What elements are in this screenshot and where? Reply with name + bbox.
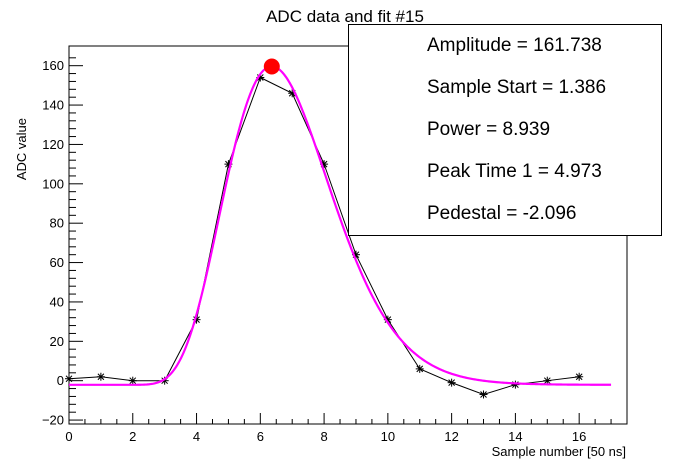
data-point <box>415 364 424 373</box>
stat-peak-time: Peak Time 1 = 4.973 <box>427 161 602 182</box>
stat-pedestal: Pedestal = -2.096 <box>427 203 577 224</box>
stat-sample-start: Sample Start = 1.386 <box>427 77 607 98</box>
data-point <box>479 390 488 399</box>
x-tick-label: 14 <box>508 429 522 444</box>
peak-marker <box>263 58 280 75</box>
data-point <box>575 372 584 381</box>
fit-curve <box>69 65 612 386</box>
x-tick-label: 8 <box>320 429 327 444</box>
y-tick-label: 80 <box>50 216 64 231</box>
x-tick-label: 10 <box>381 429 395 444</box>
data-point-arm <box>97 373 105 381</box>
y-tick-label: 0 <box>57 373 64 388</box>
data-point <box>96 372 105 381</box>
y-tick-label: 160 <box>42 58 64 73</box>
data-point-arm <box>65 375 73 383</box>
y-tick-label: 60 <box>50 255 64 270</box>
data-point <box>511 380 520 389</box>
y-axis-label: ADC value <box>14 118 29 180</box>
y-tick-label: 120 <box>42 137 64 152</box>
y-tick-label: −20 <box>42 413 64 428</box>
x-tick-label: 6 <box>257 429 264 444</box>
data-point-arm <box>129 377 137 385</box>
data-point-arm <box>416 365 424 373</box>
y-tick-label: 40 <box>50 294 64 309</box>
y-tick-label: 100 <box>42 176 64 191</box>
y-axis: −20 0 20 40 60 80 100 120 140 160 <box>42 57 83 428</box>
data-point <box>543 376 552 385</box>
data-point-arm <box>575 373 583 381</box>
x-tick-label: 4 <box>193 429 200 444</box>
x-tick-label: 0 <box>65 429 72 444</box>
data-point-arm <box>543 377 551 385</box>
data-point <box>65 374 73 383</box>
x-axis: 0 2 4 6 8 10 12 14 16 <box>65 413 628 444</box>
data-point-arm <box>448 379 455 387</box>
y-tick-label: 20 <box>50 334 64 349</box>
y-tick-label: 140 <box>42 98 64 113</box>
data-point-arm <box>480 391 487 398</box>
data-point <box>447 378 456 387</box>
x-tick-label: 16 <box>572 429 586 444</box>
data-marks <box>65 58 612 399</box>
x-axis-label: Sample number [50 ns] <box>492 444 626 459</box>
stat-amplitude: Amplitude = 161.738 <box>427 35 602 56</box>
fit-stats-box: Amplitude = 161.738 Sample Start = 1.386… <box>348 24 662 236</box>
stat-power: Power = 8.939 <box>427 119 551 140</box>
data-point-arm <box>256 74 264 81</box>
data-point <box>128 376 137 385</box>
chart-title: ADC data and fit #15 <box>266 7 424 26</box>
x-tick-label: 12 <box>444 429 458 444</box>
x-tick-label: 2 <box>129 429 136 444</box>
